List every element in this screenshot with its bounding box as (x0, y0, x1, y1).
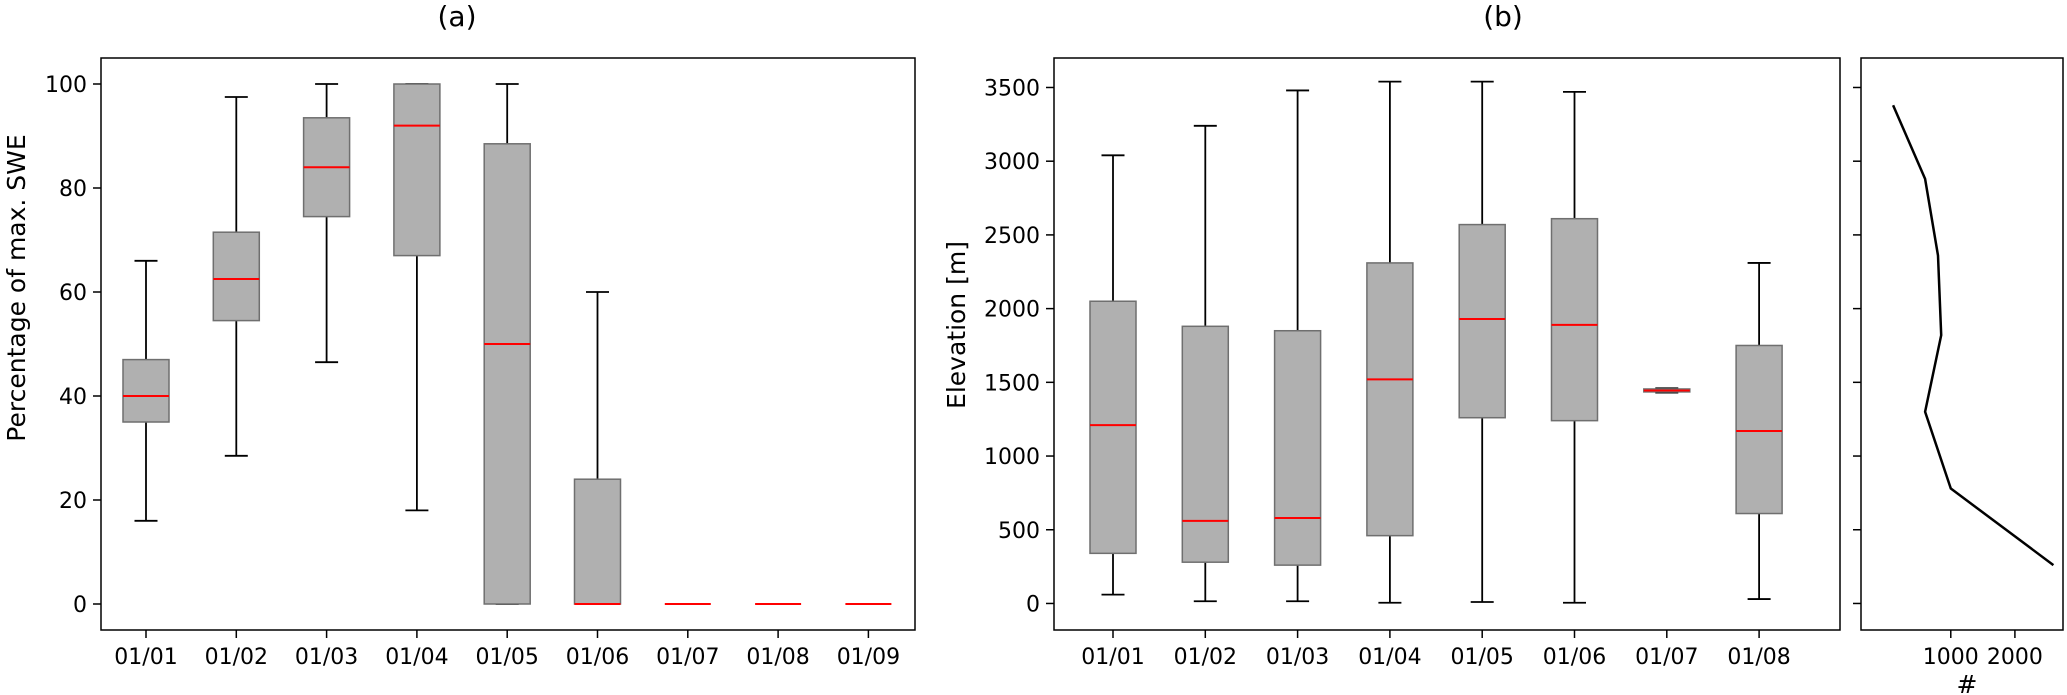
x-tick-label: 01/02 (205, 645, 268, 670)
iqr-box (483, 143, 531, 605)
a-box-3 (302, 83, 351, 364)
count-panel-y-ticks (1853, 86, 1861, 605)
x-tick-label: 01/05 (475, 645, 538, 670)
elevation-count-panel: 1000 2000 # (1853, 57, 2064, 695)
x-tick-label: 01/01 (114, 645, 177, 670)
y-tick-label: 0 (73, 593, 87, 618)
panel-b-box-plot: (b) Elevation [m] 0 500 1000 1500 2000 2500 30… (942, 0, 1841, 670)
y-tick-label: 500 (998, 519, 1040, 544)
b-box-2 (1181, 124, 1230, 603)
b-box-3 (1273, 89, 1322, 603)
x-tick-label: 01/09 (837, 645, 900, 670)
x-tick-label: 01/07 (1635, 645, 1698, 670)
iqr-box (1089, 300, 1137, 555)
iqr-box (1181, 325, 1230, 563)
x-tick-label: 01/04 (385, 645, 448, 670)
x-tick-label: 01/08 (1727, 645, 1790, 670)
b-box-1 (1089, 154, 1137, 596)
panel-a-boxes (122, 83, 892, 605)
x-tick-label: 01/02 (1174, 645, 1237, 670)
a-box-4 (393, 83, 441, 512)
x-tick-label: 01/03 (295, 645, 358, 670)
b-box-7 (1643, 387, 1691, 394)
count-line (1891, 104, 2055, 567)
panel-b-title: (b) (1483, 0, 1523, 33)
y-tick-label: 2500 (984, 224, 1040, 249)
count-panel-x-tick-label: 1000 (1923, 645, 1979, 670)
y-tick-label: 80 (59, 177, 87, 202)
iqr-box (393, 83, 441, 257)
count-panel-x-tick-label: 2000 (1987, 645, 2043, 670)
x-tick-label: 01/06 (1543, 645, 1606, 670)
y-tick-label: 2000 (984, 298, 1040, 323)
panel-a-x-ticks: 01/01 01/02 01/03 01/04 01/05 01/06 01/07 01/08… (114, 630, 900, 670)
iqr-box (1273, 329, 1322, 566)
iqr-box (1366, 262, 1414, 537)
x-tick-label: 01/07 (656, 645, 719, 670)
y-tick-label: 0 (1026, 592, 1040, 617)
iqr-box (122, 358, 170, 423)
y-tick-label: 60 (59, 281, 87, 306)
y-tick-label: 20 (59, 489, 87, 514)
iqr-box (1735, 344, 1783, 515)
panel-b-y-ticks: 0 500 1000 1500 2000 2500 3000 3500 (984, 76, 1054, 617)
panel-a-box-plot: (a) Percentage of max. SWE 020406080100 … (2, 0, 916, 670)
iqr-box (1550, 217, 1599, 422)
b-box-6 (1550, 91, 1599, 604)
count-panel-frame (1860, 57, 2064, 631)
panel-b-y-axis-label: Elevation [m] (942, 241, 971, 409)
panel-a-frame (100, 57, 916, 631)
b-box-8 (1735, 262, 1783, 600)
a-box-5 (483, 83, 531, 605)
count-panel-x-axis-label: # (1957, 670, 1978, 695)
x-tick-label: 01/01 (1081, 645, 1144, 670)
count-panel-x-ticks: 1000 2000 (1923, 630, 2043, 670)
panel-b-boxes (1089, 80, 1783, 604)
b-box-4 (1366, 80, 1414, 604)
y-tick-label: 40 (59, 385, 87, 410)
y-tick-label: 1000 (984, 445, 1040, 470)
b-box-5 (1458, 80, 1506, 603)
a-box-6 (573, 291, 622, 605)
iqr-box (573, 478, 622, 605)
x-tick-label: 01/06 (566, 645, 629, 670)
panel-b-x-ticks: 01/01 01/02 01/03 01/04 01/05 01/06 01/07 01/08 (1081, 630, 1791, 670)
panel-a-y-axis-label: Percentage of max. SWE (2, 134, 31, 441)
x-tick-label: 01/08 (746, 645, 809, 670)
panel-b-frame (1053, 57, 1841, 631)
iqr-box (1458, 223, 1506, 419)
y-tick-label: 3500 (984, 76, 1040, 101)
x-tick-label: 01/04 (1358, 645, 1421, 670)
panel-a-title: (a) (437, 0, 476, 33)
iqr-box (212, 231, 261, 322)
y-tick-label: 1500 (984, 371, 1040, 396)
x-tick-label: 01/05 (1450, 645, 1513, 670)
y-tick-label: 100 (45, 73, 87, 98)
panel-a-y-ticks: 0 20 40 60 80 100 (45, 73, 101, 618)
y-tick-label: 3000 (984, 150, 1040, 175)
a-box-2 (212, 96, 261, 457)
x-tick-label: 01/03 (1266, 645, 1329, 670)
a-box-1 (122, 259, 170, 522)
